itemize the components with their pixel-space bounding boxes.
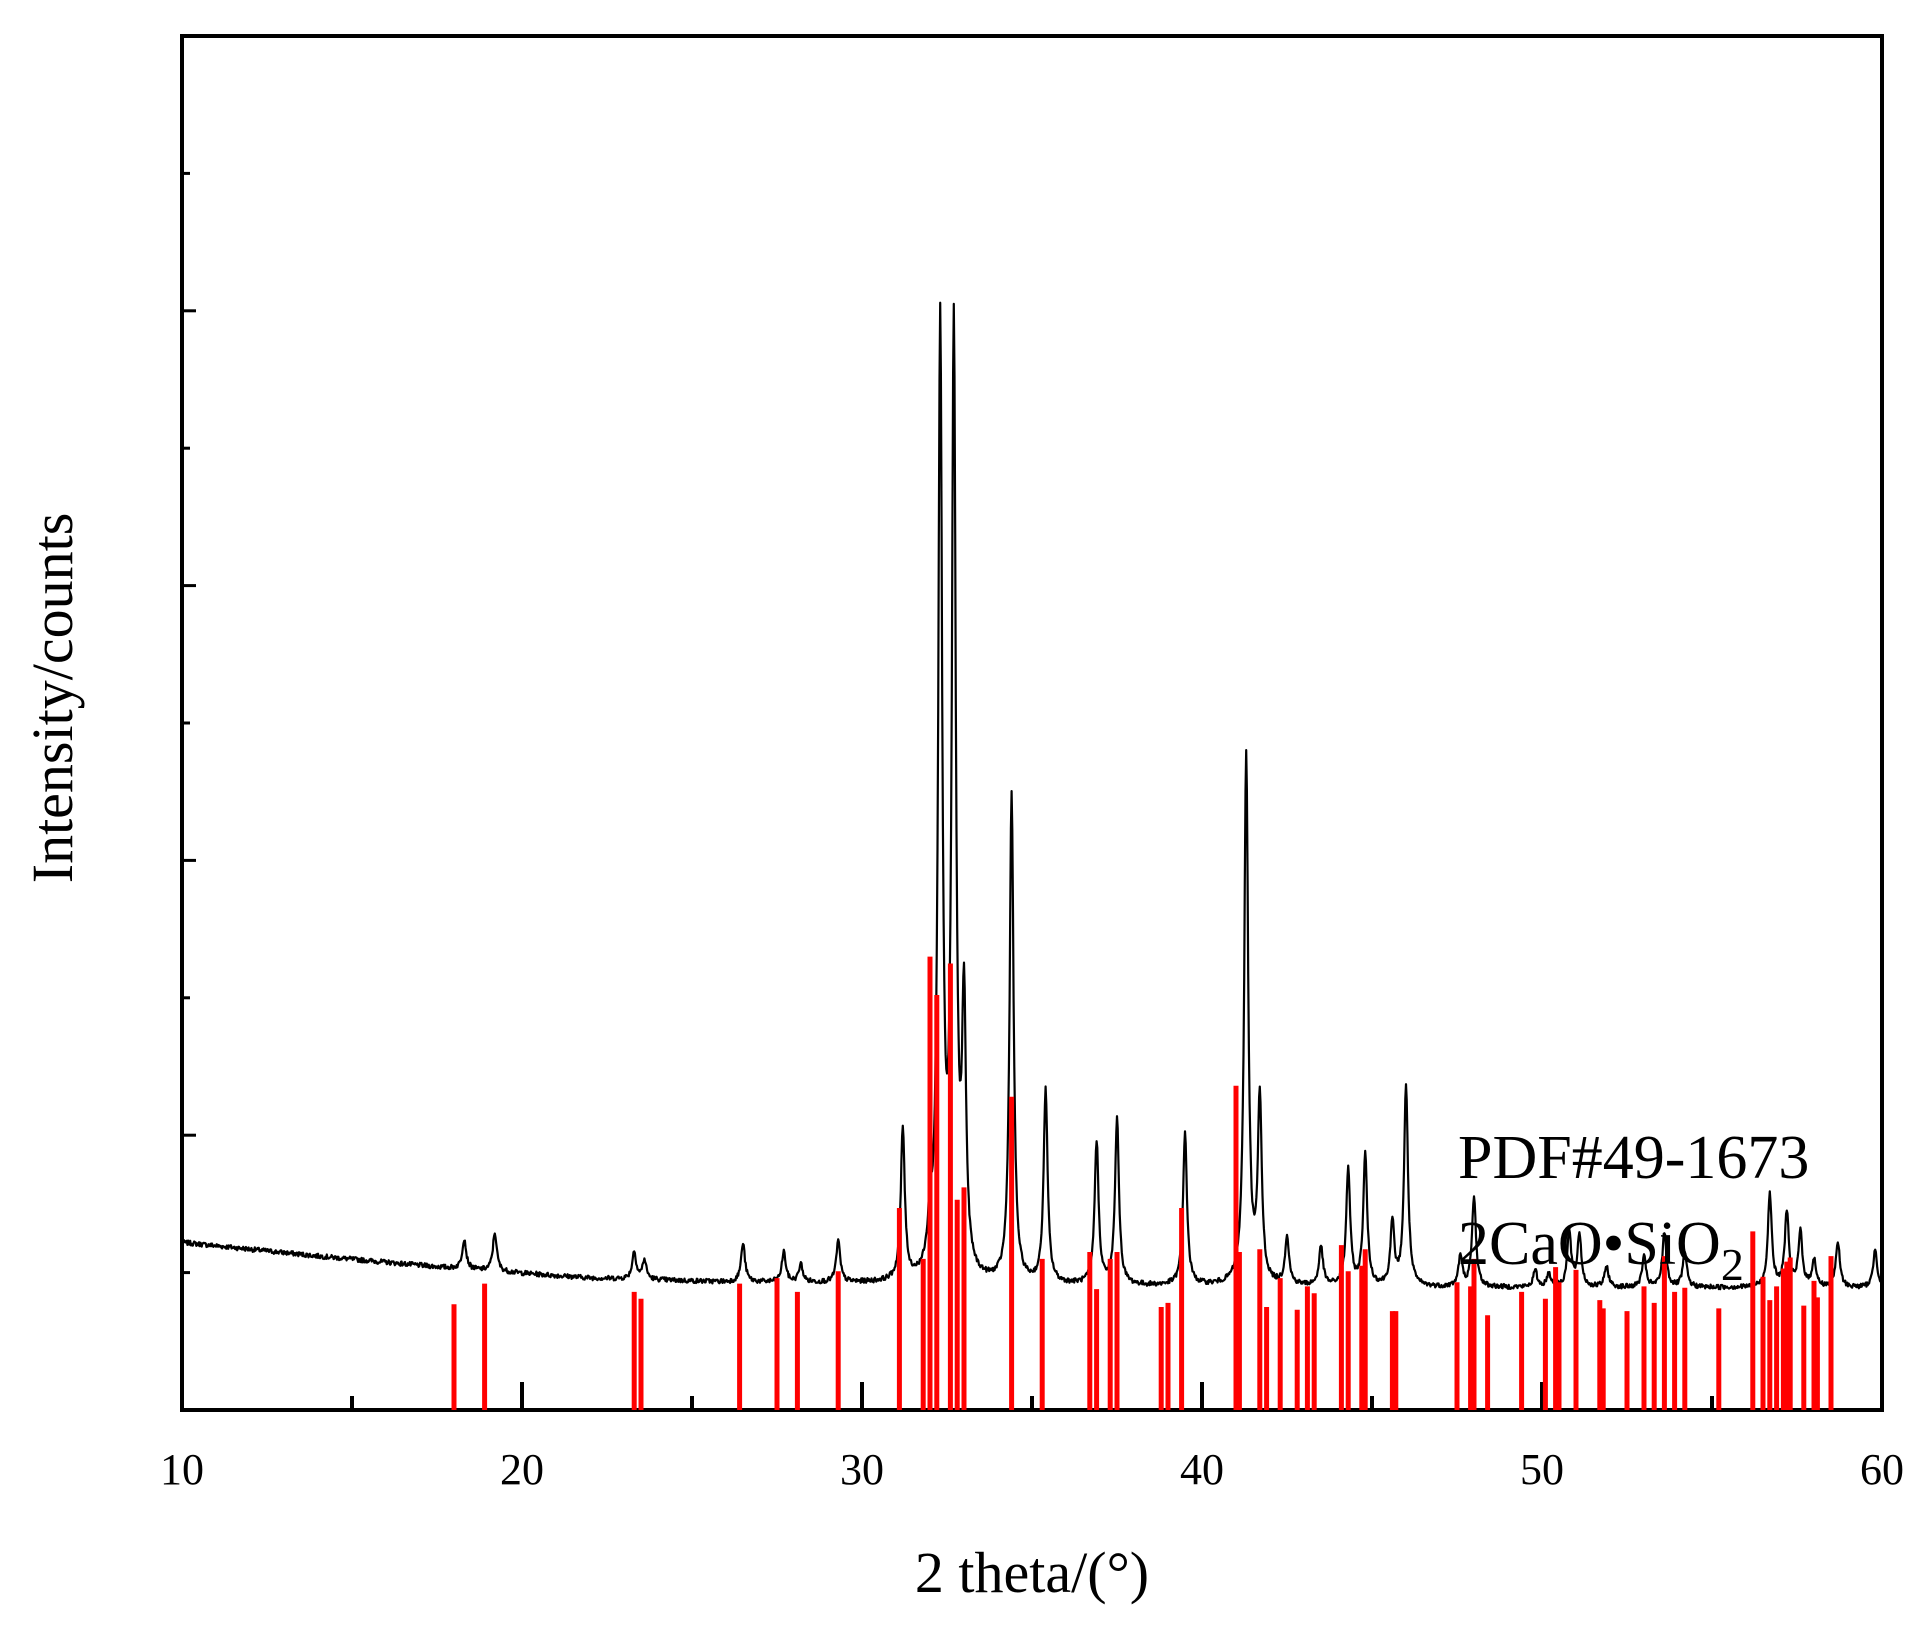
reference-card-label: PDF#49-1673	[1458, 1124, 1809, 1192]
xrd-pattern-line	[181, 301, 1884, 1291]
x-axis-label: 2 theta/(°)	[915, 1540, 1149, 1605]
compound-formula-label: 2CaO•SiO2	[1458, 1210, 1744, 1290]
y-axis-label: Intensity/counts	[20, 513, 85, 884]
x-tick-label: 30	[840, 1445, 884, 1494]
plot-frame	[180, 34, 1884, 1412]
x-tick-label: 60	[1860, 1445, 1904, 1494]
x-tick-label: 10	[160, 1445, 204, 1494]
y-axis-ticks	[182, 34, 196, 1412]
x-tick-labels: 10 20 30 40 50 60	[160, 1445, 1904, 1494]
x-axis-ticks	[180, 1382, 1884, 1410]
x-tick-label: 50	[1520, 1445, 1564, 1494]
formula-main: 2CaO•SiO	[1458, 1210, 1721, 1278]
x-tick-label: 20	[500, 1445, 544, 1494]
reference-sticks	[451, 956, 1834, 1410]
formula-subscript: 2	[1721, 1239, 1744, 1290]
x-tick-label: 40	[1180, 1445, 1224, 1494]
